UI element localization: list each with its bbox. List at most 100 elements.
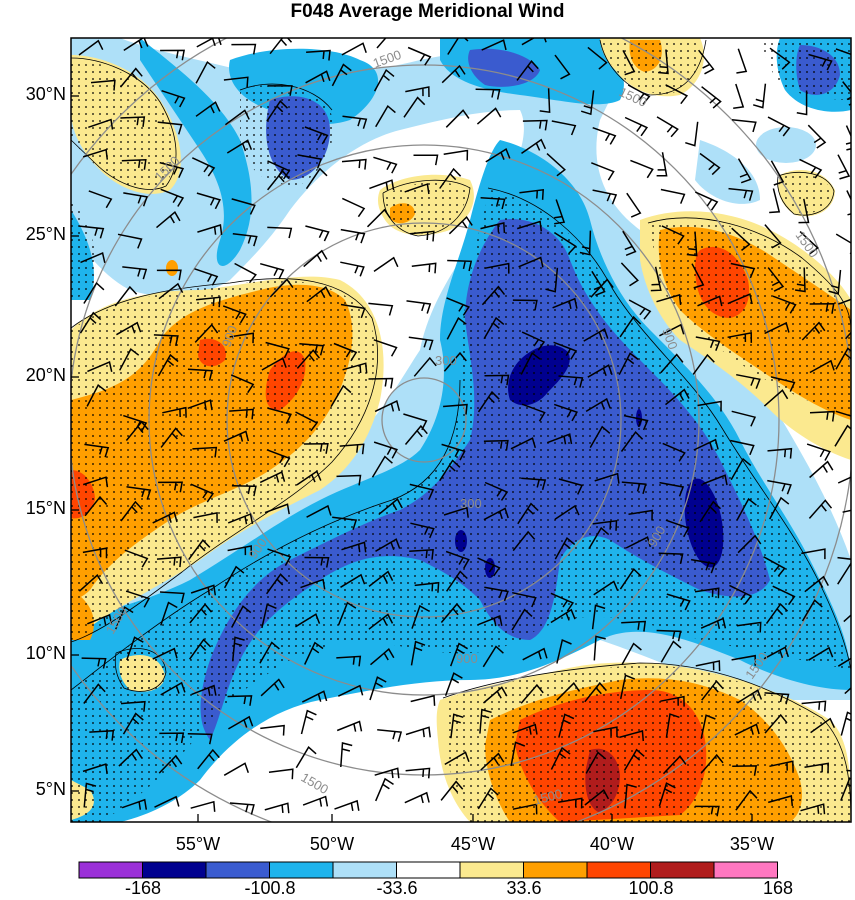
wind-barb — [227, 695, 253, 706]
wind-barb — [730, 457, 752, 481]
wind-barb — [299, 342, 325, 356]
wind-barb — [659, 481, 685, 497]
wind-barb — [580, 90, 595, 116]
wind-barb — [296, 349, 320, 369]
wind-barb — [337, 684, 364, 697]
wind-barb — [516, 220, 543, 232]
wind-barb — [794, 267, 806, 293]
wind-barb — [512, 530, 536, 552]
wind-barb — [518, 256, 544, 268]
wind-barb — [620, 262, 639, 287]
wind-barb — [87, 613, 113, 626]
wind-barb — [477, 787, 499, 810]
wind-barb — [477, 390, 500, 413]
wind-barb — [306, 285, 332, 303]
colorbar-label-5: 100.8 — [628, 878, 674, 898]
wind-barb — [621, 642, 642, 665]
lat-label-25n: 25°N — [25, 224, 66, 244]
wind-barb — [117, 233, 143, 249]
wind-barb — [662, 755, 687, 775]
ring-label-300: 300 — [460, 496, 482, 511]
wind-barb — [593, 580, 619, 596]
wind-barb — [340, 303, 366, 319]
wind-barb — [481, 39, 507, 51]
wind-barb — [196, 38, 222, 48]
wind-barb — [158, 282, 184, 300]
wind-barb — [159, 161, 185, 179]
wind-barb — [445, 550, 470, 569]
wind-barb — [261, 603, 277, 629]
wind-barb — [763, 646, 790, 660]
wind-barb — [404, 791, 430, 804]
wind-barb — [161, 89, 186, 108]
wind-barb — [339, 443, 365, 455]
ring-label-300-b: 300 — [435, 353, 457, 368]
wind-barb — [699, 152, 721, 176]
wind-barb — [557, 797, 583, 809]
colorbar-swatch — [586, 861, 651, 879]
ring-label-900: 900 — [456, 651, 478, 666]
wind-barb — [484, 586, 509, 602]
wind-barb — [267, 85, 293, 96]
wind-barb — [587, 46, 608, 70]
wind-barb — [772, 585, 796, 606]
wind-barb — [264, 503, 290, 515]
wind-barb — [772, 295, 797, 314]
wind-barb — [660, 640, 682, 663]
wind-barb — [656, 293, 682, 305]
wind-barb — [837, 154, 851, 180]
wind-barb — [558, 375, 584, 388]
wind-barb — [83, 683, 106, 704]
wind-barb — [691, 263, 705, 289]
wind-barb — [769, 47, 791, 70]
lon-label-40w: 40°W — [589, 834, 635, 854]
wind-barb — [546, 433, 573, 445]
wind-barb — [665, 519, 690, 538]
lon-label-55w: 55°W — [175, 834, 221, 854]
wind-barb — [300, 709, 317, 735]
wind-barb — [660, 353, 684, 374]
wind-barb — [121, 159, 147, 170]
wind-barb — [410, 694, 436, 706]
colorbar — [78, 861, 778, 879]
wind-barb — [699, 500, 722, 523]
lat-label-15n: 15°N — [25, 498, 66, 518]
wind-barb — [662, 442, 686, 462]
wind-barb — [191, 157, 216, 177]
wind-barb — [223, 565, 245, 589]
wind-barb — [556, 682, 581, 701]
wind-barb — [78, 574, 104, 592]
wind-barb — [446, 316, 467, 340]
wind-barb — [82, 547, 108, 559]
wind-barb — [835, 410, 851, 417]
wind-barb — [840, 711, 851, 736]
wind-barb — [843, 614, 851, 623]
wind-barb — [260, 678, 285, 697]
wind-barb — [520, 683, 544, 704]
wind-barb — [126, 636, 144, 661]
wind-barb — [223, 76, 249, 88]
wind-barb — [371, 455, 393, 478]
wind-barb — [695, 336, 721, 351]
wind-barb — [120, 700, 146, 712]
wind-barb — [550, 592, 575, 612]
wind-barb — [446, 297, 470, 316]
range-rings — [71, 38, 851, 822]
wind-barb — [584, 788, 610, 806]
wind-barb — [188, 539, 211, 561]
shaded-wind-field — [71, 38, 851, 822]
wind-barb — [522, 119, 548, 131]
wind-barb — [223, 762, 250, 776]
wind-barb — [553, 341, 578, 360]
wind-barb — [804, 762, 829, 774]
wind-barb — [764, 321, 790, 335]
wind-barb — [658, 782, 676, 807]
wind-barb — [223, 430, 250, 442]
wind-barb — [222, 305, 247, 324]
wind-barb — [767, 447, 793, 459]
wind-barb — [590, 278, 614, 298]
wind-barb — [234, 262, 257, 284]
colorbar-swatch — [332, 861, 397, 879]
wind-barb — [483, 507, 509, 521]
wind-barb — [191, 684, 217, 696]
